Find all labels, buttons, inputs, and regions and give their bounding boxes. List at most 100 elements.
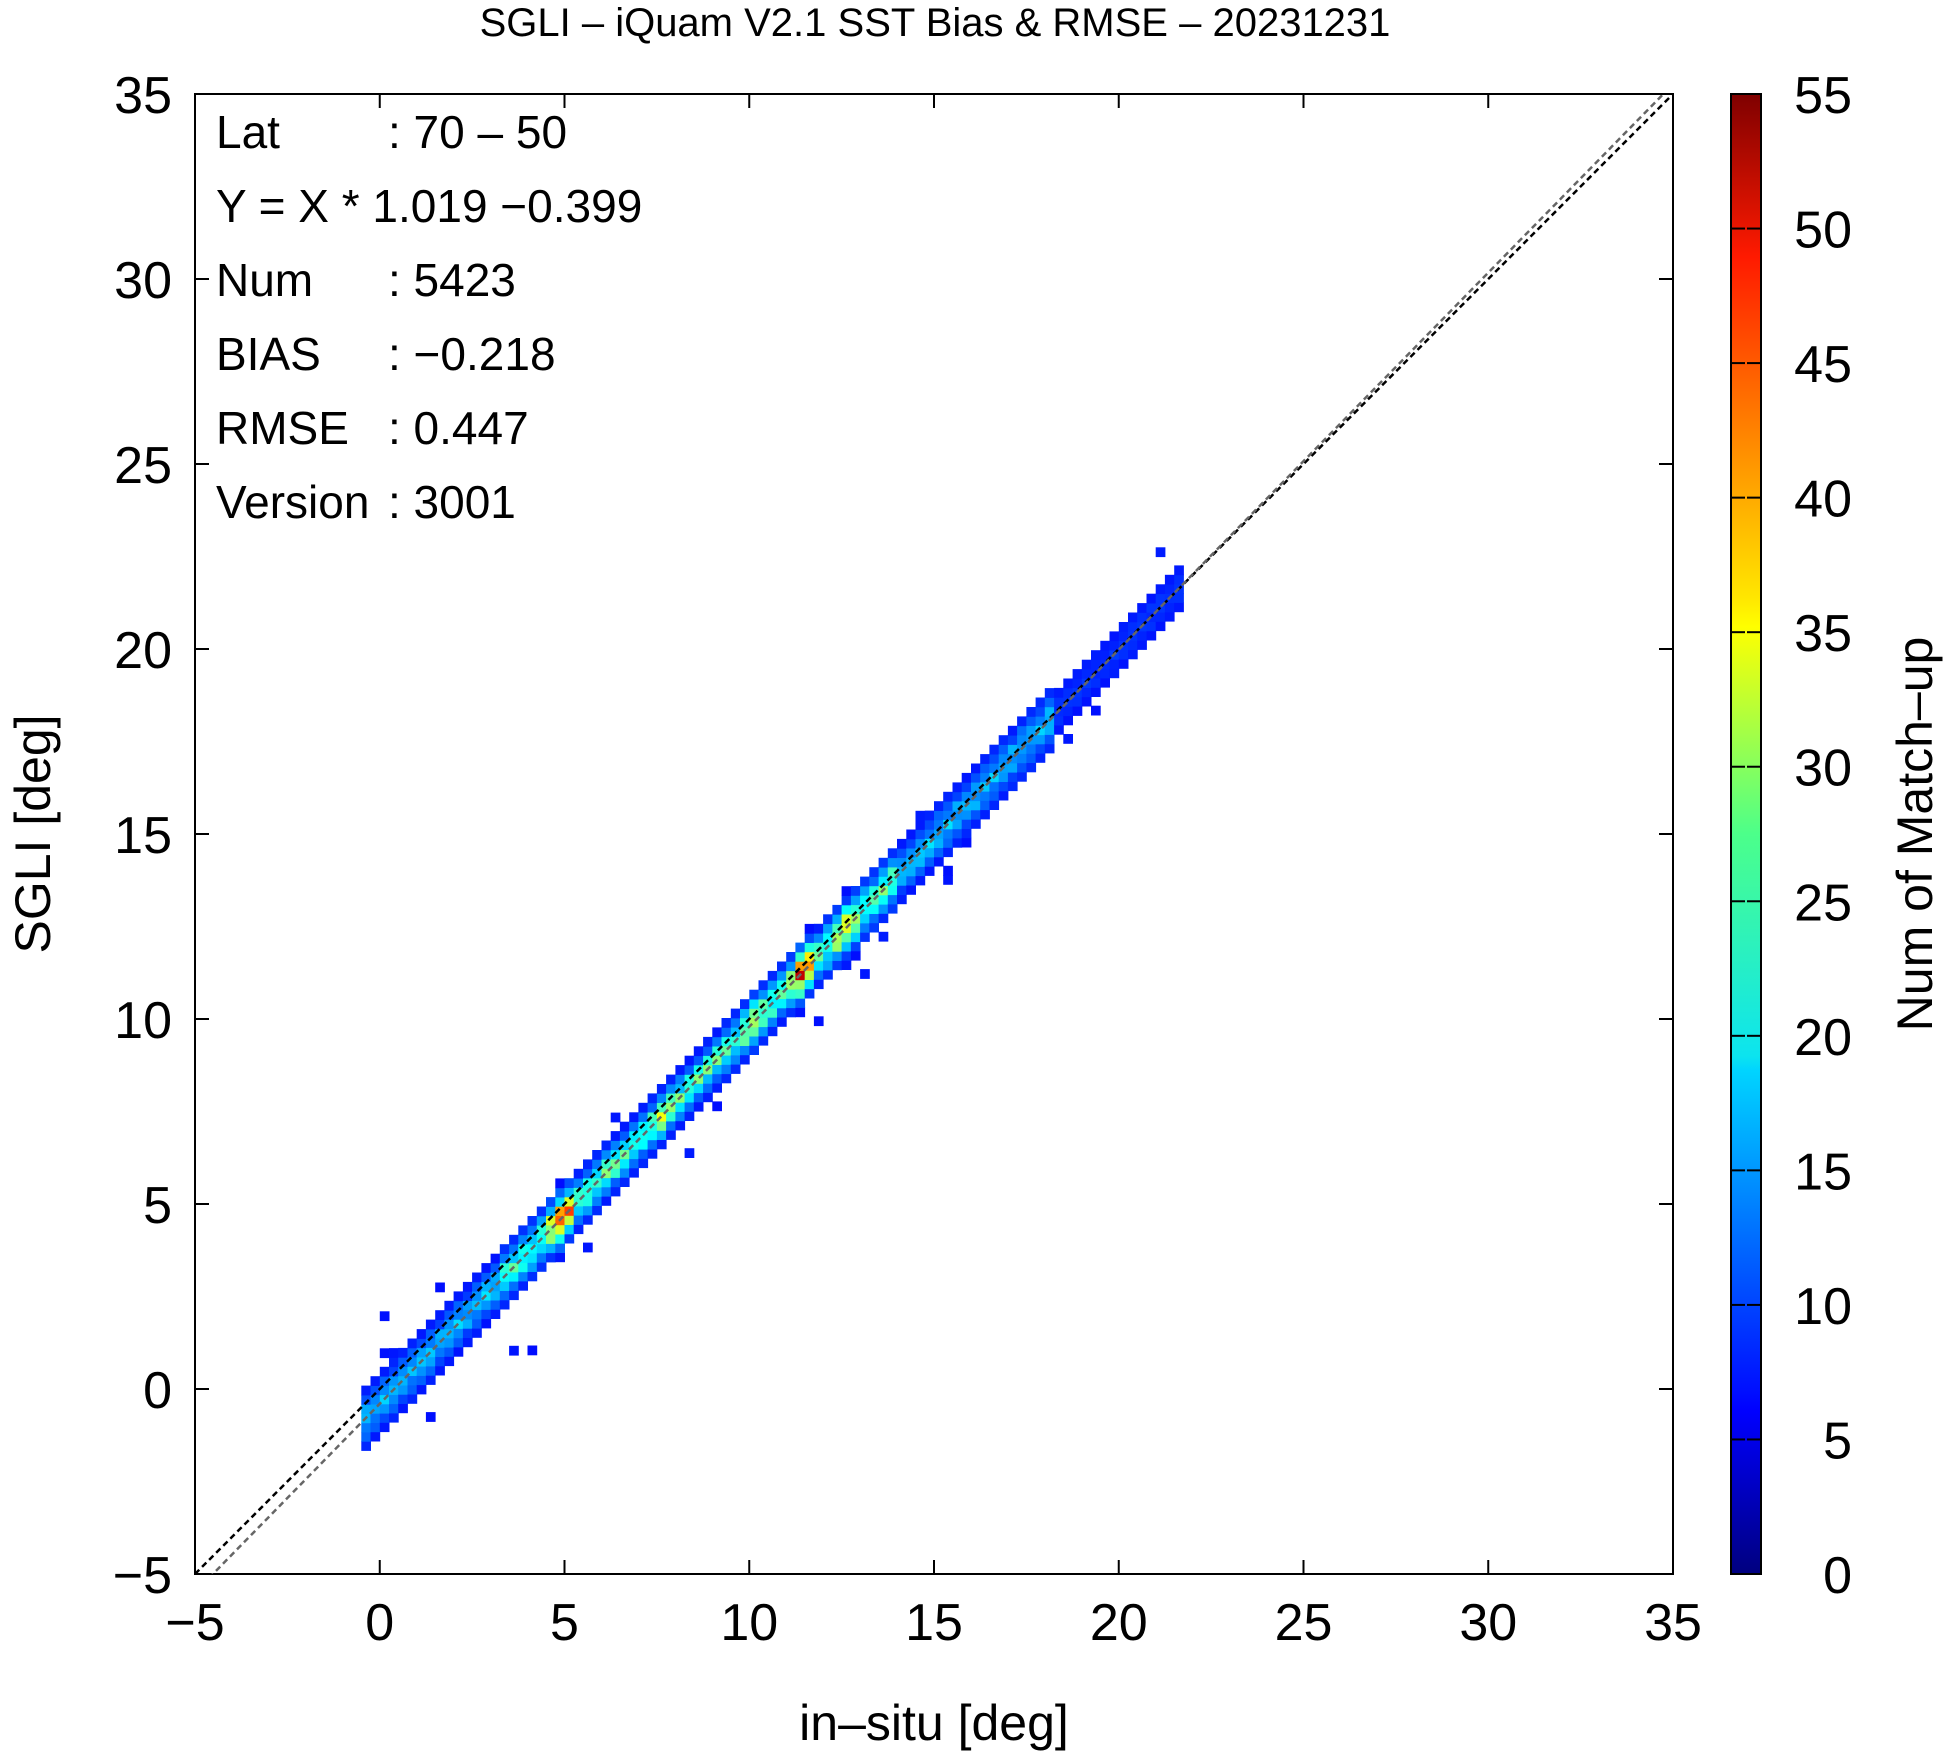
colorbar-tick-label: 45 bbox=[1794, 336, 1852, 394]
density-cell bbox=[573, 1215, 584, 1225]
density-cell bbox=[453, 1346, 464, 1357]
density-cell bbox=[647, 1139, 658, 1150]
density-cell bbox=[453, 1300, 464, 1311]
density-cell bbox=[1146, 621, 1157, 632]
density-cell bbox=[1137, 603, 1147, 613]
density-cell bbox=[823, 923, 833, 934]
plot-area bbox=[194, 93, 1674, 1575]
density-cell bbox=[869, 922, 879, 933]
density-cell bbox=[777, 961, 787, 972]
density-cell bbox=[499, 1299, 510, 1310]
density-cell bbox=[656, 1093, 667, 1103]
y-tick-label: 0 bbox=[143, 1362, 172, 1420]
stats-key: Y = X * 1.019 −0.399 bbox=[216, 180, 642, 232]
density-cell bbox=[832, 951, 843, 961]
density-cell bbox=[592, 1159, 602, 1169]
density-cell bbox=[795, 1007, 806, 1018]
density-cell bbox=[416, 1329, 427, 1339]
density-cell bbox=[1007, 735, 1018, 745]
density-cell bbox=[804, 970, 815, 980]
density-cell bbox=[564, 1196, 575, 1207]
density-cell bbox=[767, 980, 778, 990]
density-cell bbox=[619, 1177, 630, 1187]
density-cell bbox=[897, 866, 907, 877]
density-cell bbox=[804, 960, 815, 971]
y-tick-label: −5 bbox=[113, 1547, 172, 1605]
density-cell bbox=[961, 809, 972, 820]
density-cell bbox=[860, 895, 870, 905]
density-cell bbox=[1109, 659, 1120, 669]
density-cell bbox=[675, 1120, 686, 1131]
density-cell bbox=[453, 1309, 464, 1320]
density-cell bbox=[961, 828, 972, 839]
density-cell bbox=[823, 969, 833, 980]
density-cell bbox=[693, 1055, 704, 1066]
density-cell bbox=[370, 1422, 381, 1433]
density-cell bbox=[361, 1394, 371, 1405]
density-cell bbox=[564, 1187, 575, 1198]
colorbar-tick-label: 35 bbox=[1794, 605, 1852, 663]
density-cell bbox=[980, 772, 990, 783]
density-cells bbox=[361, 547, 1184, 1451]
density-cell bbox=[379, 1422, 390, 1433]
colorbar-tick-label: 55 bbox=[1794, 67, 1852, 125]
density-cell bbox=[481, 1309, 492, 1320]
y-tick-label: 30 bbox=[114, 252, 172, 310]
density-cell bbox=[1081, 668, 1092, 679]
density-cell bbox=[740, 1054, 750, 1065]
density-cell bbox=[546, 1243, 556, 1254]
density-cell bbox=[943, 865, 953, 876]
density-cell bbox=[444, 1319, 455, 1330]
density-cell bbox=[924, 819, 935, 830]
density-cell bbox=[823, 951, 833, 962]
density-cell bbox=[878, 894, 889, 905]
density-cell bbox=[887, 903, 898, 914]
density-cell bbox=[1164, 574, 1175, 585]
density-cell bbox=[924, 856, 935, 867]
density-cell bbox=[1044, 743, 1055, 754]
density-cell bbox=[573, 1187, 584, 1198]
x-axis-label: in–situ [deg] bbox=[799, 1695, 1069, 1751]
density-cell bbox=[989, 753, 1000, 764]
density-cell bbox=[989, 790, 1000, 801]
density-cell bbox=[897, 838, 907, 849]
density-cell bbox=[370, 1413, 381, 1423]
density-cell bbox=[379, 1376, 390, 1386]
density-cell bbox=[370, 1394, 381, 1405]
density-cell bbox=[536, 1252, 547, 1263]
density-cell bbox=[425, 1365, 436, 1376]
density-cell bbox=[924, 838, 935, 849]
density-cell bbox=[832, 904, 843, 915]
density-cell bbox=[666, 1074, 676, 1085]
density-cell bbox=[546, 1252, 556, 1263]
density-cell bbox=[804, 933, 815, 943]
density-cell bbox=[592, 1150, 602, 1160]
density-cell bbox=[823, 960, 833, 971]
density-cell bbox=[518, 1271, 528, 1282]
density-cell bbox=[546, 1206, 556, 1217]
density-cell bbox=[712, 1064, 722, 1075]
density-cell bbox=[915, 829, 926, 840]
density-cell bbox=[971, 763, 981, 774]
density-cell bbox=[980, 781, 990, 792]
density-cell bbox=[583, 1205, 593, 1216]
density-cell bbox=[1026, 707, 1037, 717]
density-cell bbox=[435, 1347, 445, 1357]
colorbar-tick-label: 0 bbox=[1823, 1547, 1852, 1605]
density-cell bbox=[730, 1064, 741, 1074]
density-cell bbox=[730, 1045, 741, 1056]
density-cell bbox=[573, 1224, 584, 1235]
density-cell bbox=[980, 754, 990, 764]
density-cell bbox=[860, 904, 870, 915]
density-cell bbox=[444, 1300, 455, 1311]
density-cell bbox=[980, 809, 990, 820]
density-cell bbox=[869, 913, 879, 924]
density-cell bbox=[1044, 725, 1055, 735]
density-cell bbox=[897, 857, 907, 868]
density-cell bbox=[1063, 697, 1073, 707]
density-cell bbox=[453, 1291, 464, 1302]
density-cell bbox=[444, 1337, 455, 1348]
density-cell bbox=[398, 1357, 408, 1367]
density-cell bbox=[462, 1300, 473, 1311]
density-cell bbox=[490, 1272, 501, 1282]
